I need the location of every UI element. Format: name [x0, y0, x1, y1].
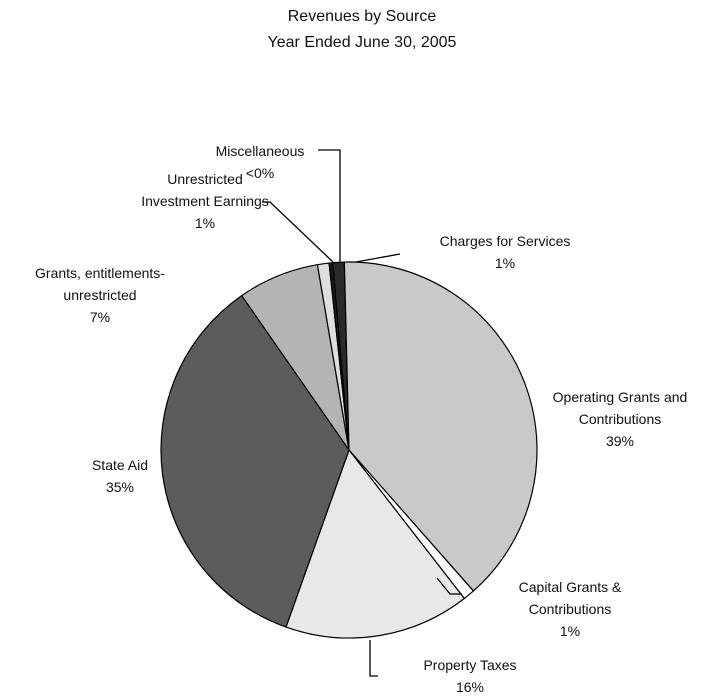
slice-label: Property Taxes 16%	[380, 654, 560, 698]
slice-label: Operating Grants and Contributions 39%	[520, 386, 720, 452]
slice-label: Grants, entitlements-unrestricted 7%	[20, 262, 180, 328]
chart-subtitle: Year Ended June 30, 2005	[267, 34, 457, 51]
pie-slice	[343, 261, 538, 592]
chart-title: Revenues by Source	[287, 8, 437, 25]
slice-name: Capital Grants & Contributions	[518, 579, 622, 617]
slices	[160, 261, 538, 639]
slice-name: Miscellaneous	[215, 143, 305, 159]
slice-value: 7%	[89, 309, 111, 325]
slice-label: Miscellaneous <0%	[200, 140, 320, 184]
slice-name: Grants, entitlements-unrestricted	[35, 265, 165, 303]
pie-slice	[328, 262, 350, 451]
slice-name: State Aid	[91, 457, 149, 473]
slice-value: 1%	[559, 623, 581, 639]
slice-name: Property Taxes	[423, 657, 517, 673]
slice-label: Unrestricted Investment Earnings 1%	[135, 168, 275, 234]
leader-line	[436, 577, 462, 595]
slice-name: Operating Grants and Contributions	[552, 389, 688, 427]
slice-label: Capital Grants & Contributions 1%	[505, 576, 635, 642]
leader-line	[318, 149, 341, 262]
slice-value: 1%	[494, 255, 516, 271]
slice-value: 1%	[194, 215, 216, 231]
slice-label: Charges for Services 1%	[410, 230, 600, 274]
slice-name: Charges for Services	[439, 233, 571, 249]
slice-value: 16%	[455, 679, 485, 695]
slice-value: <0%	[245, 165, 275, 181]
pie-slice	[160, 294, 350, 628]
pie-slice	[285, 448, 466, 639]
leader-line	[369, 640, 378, 677]
slice-value: 35%	[105, 479, 135, 495]
slice-label: State Aid 35%	[60, 454, 180, 498]
slice-value: 39%	[605, 433, 635, 449]
leader-line	[355, 253, 401, 263]
leader-line	[262, 201, 334, 263]
leader-lines	[262, 149, 462, 677]
slice-name: Unrestricted Investment Earnings	[141, 171, 269, 209]
